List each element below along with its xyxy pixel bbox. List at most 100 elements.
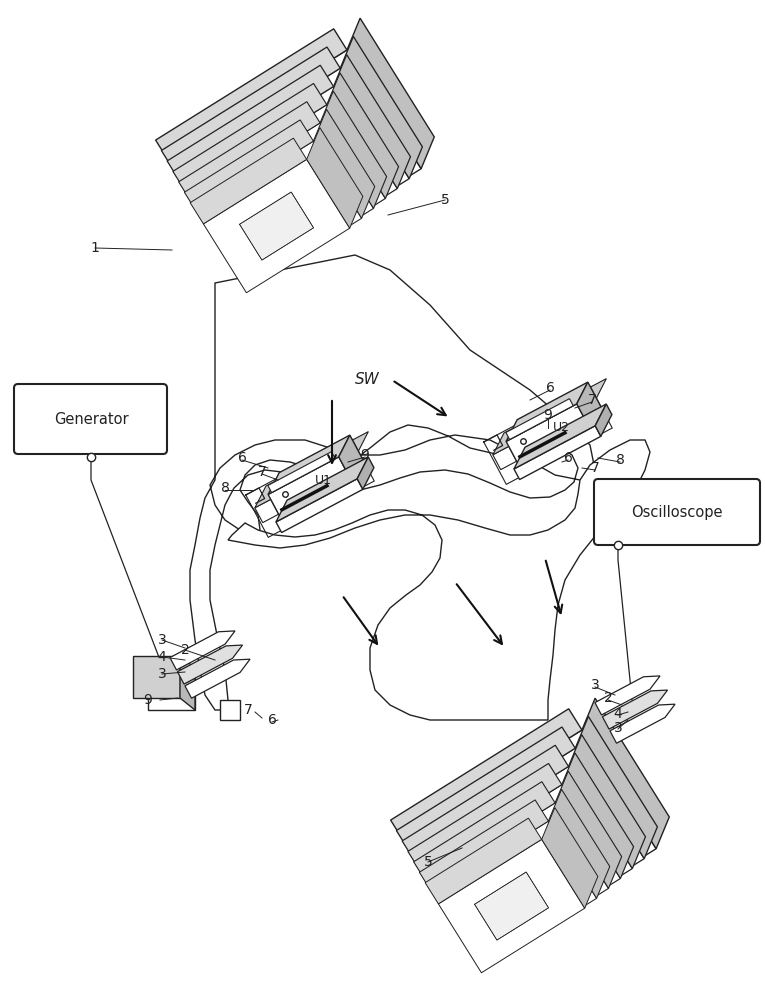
Polygon shape: [203, 159, 350, 293]
Polygon shape: [314, 109, 375, 218]
Text: 7: 7: [258, 465, 266, 479]
Polygon shape: [167, 65, 334, 182]
Text: 3: 3: [614, 721, 623, 735]
Polygon shape: [409, 748, 644, 962]
Polygon shape: [233, 121, 351, 230]
Polygon shape: [493, 446, 516, 470]
Polygon shape: [197, 141, 362, 291]
Polygon shape: [577, 382, 601, 429]
Polygon shape: [579, 400, 603, 424]
Text: Generator: Generator: [54, 412, 129, 426]
Polygon shape: [493, 425, 520, 455]
Polygon shape: [228, 440, 650, 720]
Polygon shape: [347, 18, 435, 169]
Polygon shape: [327, 73, 399, 198]
Text: 7: 7: [243, 703, 252, 717]
Polygon shape: [276, 457, 368, 522]
FancyBboxPatch shape: [594, 479, 760, 545]
Text: 6: 6: [564, 451, 572, 465]
Polygon shape: [467, 801, 586, 910]
Polygon shape: [231, 106, 359, 224]
Polygon shape: [610, 704, 675, 743]
Text: 9: 9: [144, 693, 152, 707]
Text: 3: 3: [158, 667, 166, 681]
Polygon shape: [307, 128, 363, 228]
Polygon shape: [506, 382, 588, 441]
Polygon shape: [174, 68, 409, 282]
Text: 8: 8: [616, 453, 624, 467]
Polygon shape: [169, 50, 422, 280]
Text: 7: 7: [591, 461, 599, 475]
Polygon shape: [438, 839, 584, 973]
Text: 5: 5: [441, 193, 449, 207]
Polygon shape: [404, 730, 656, 960]
Polygon shape: [236, 149, 336, 242]
Polygon shape: [340, 36, 422, 179]
Polygon shape: [236, 163, 329, 248]
Polygon shape: [320, 91, 386, 208]
Polygon shape: [506, 399, 573, 440]
Text: 7: 7: [588, 393, 597, 407]
Text: U1: U1: [314, 474, 332, 487]
Polygon shape: [549, 789, 610, 898]
Polygon shape: [469, 815, 579, 916]
Polygon shape: [542, 808, 598, 908]
Polygon shape: [161, 47, 340, 172]
Polygon shape: [414, 782, 555, 883]
Polygon shape: [555, 771, 622, 888]
Polygon shape: [341, 453, 365, 477]
Polygon shape: [181, 86, 397, 284]
Polygon shape: [239, 192, 314, 260]
Text: 5: 5: [424, 855, 432, 869]
Text: 3: 3: [158, 633, 166, 647]
Polygon shape: [155, 29, 347, 161]
Polygon shape: [602, 690, 668, 729]
Text: 1: 1: [90, 241, 99, 255]
Polygon shape: [391, 709, 582, 841]
Polygon shape: [562, 753, 633, 878]
Text: 2: 2: [181, 643, 190, 657]
Polygon shape: [582, 698, 669, 849]
Polygon shape: [595, 404, 612, 436]
Polygon shape: [255, 499, 278, 523]
Text: 6: 6: [268, 713, 276, 727]
Polygon shape: [470, 829, 571, 922]
Text: 4: 4: [614, 707, 623, 721]
Polygon shape: [238, 178, 321, 254]
Polygon shape: [173, 83, 327, 193]
Polygon shape: [179, 102, 320, 203]
FancyBboxPatch shape: [14, 384, 167, 454]
Polygon shape: [433, 821, 597, 971]
Polygon shape: [180, 656, 195, 710]
Polygon shape: [473, 858, 556, 934]
Text: SW: SW: [355, 372, 379, 387]
Text: 9: 9: [360, 448, 369, 462]
Polygon shape: [396, 727, 575, 852]
Polygon shape: [184, 120, 314, 213]
Polygon shape: [133, 656, 180, 698]
Polygon shape: [190, 138, 307, 224]
Polygon shape: [419, 800, 549, 893]
Polygon shape: [268, 435, 350, 494]
Polygon shape: [415, 766, 633, 964]
Polygon shape: [268, 452, 335, 493]
Text: 3: 3: [591, 678, 599, 692]
Polygon shape: [595, 676, 660, 715]
Text: 2: 2: [604, 691, 612, 705]
Text: U2: U2: [553, 421, 570, 434]
Text: 6: 6: [545, 381, 555, 395]
Polygon shape: [268, 457, 352, 519]
Polygon shape: [276, 479, 363, 533]
Polygon shape: [192, 123, 373, 289]
Polygon shape: [190, 255, 595, 710]
Polygon shape: [255, 478, 282, 508]
Polygon shape: [234, 135, 343, 236]
Polygon shape: [220, 700, 240, 720]
Text: 8: 8: [220, 481, 230, 495]
Polygon shape: [575, 716, 657, 859]
Polygon shape: [339, 435, 363, 482]
Polygon shape: [185, 659, 250, 698]
Polygon shape: [357, 457, 374, 489]
Polygon shape: [427, 803, 608, 969]
Polygon shape: [506, 404, 590, 466]
